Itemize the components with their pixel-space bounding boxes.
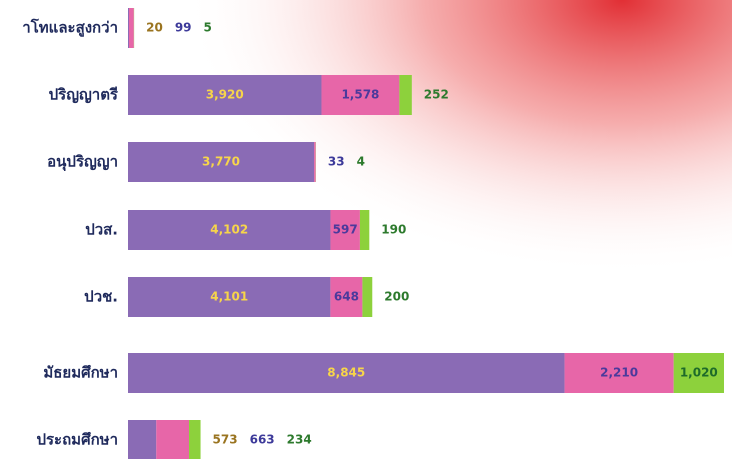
bar-segment (128, 75, 322, 115)
bar-segment (128, 8, 129, 48)
bar-segment (330, 277, 363, 317)
bar-segment (564, 353, 674, 393)
bar-segment (128, 210, 331, 250)
bar-segment (359, 210, 370, 250)
category-label: อนุปริญญา (47, 153, 118, 172)
bar-segment (362, 277, 373, 317)
value-label: 234 (287, 433, 312, 447)
bar-segment (321, 75, 400, 115)
value-label: 597 (333, 223, 358, 237)
bar-segment (399, 75, 412, 115)
category-label: ประถมศึกษา (36, 431, 118, 449)
value-label: 8,845 (327, 366, 365, 380)
value-label: 20 (146, 21, 163, 35)
value-label: 1,578 (341, 88, 379, 102)
category-label: ปวส. (85, 221, 118, 239)
category-label: ปวช. (84, 288, 118, 306)
category-label: าโทและสูงกว่า (22, 18, 118, 38)
value-label: 573 (213, 433, 238, 447)
bar-segment (673, 353, 724, 393)
value-label: 4 (357, 155, 365, 169)
value-label: 4,102 (210, 223, 248, 237)
bar-segment (128, 277, 331, 317)
bar-segment (128, 420, 157, 459)
value-label: 648 (334, 290, 359, 304)
bar-segment (128, 353, 565, 393)
value-label: 2,210 (600, 366, 638, 380)
value-label: 1,020 (680, 366, 718, 380)
bar-segment (128, 142, 315, 182)
category-label: ปริญญาตรี (49, 86, 119, 104)
bar-segment (314, 142, 316, 182)
bar-segment (128, 8, 134, 48)
value-label: 99 (175, 21, 192, 35)
value-label: 190 (381, 223, 406, 237)
value-label: 3,770 (202, 155, 240, 169)
value-label: 5 (204, 21, 212, 35)
bar-segment (189, 420, 201, 459)
value-label: 3,920 (206, 88, 244, 102)
value-label: 663 (250, 433, 275, 447)
bar-segment (156, 420, 190, 459)
bar-segment (330, 210, 360, 250)
value-label: 200 (384, 290, 409, 304)
value-label: 33 (328, 155, 345, 169)
category-label: มัธยมศึกษา (43, 364, 118, 382)
value-label: 252 (424, 88, 449, 102)
value-label: 4,101 (210, 290, 248, 304)
